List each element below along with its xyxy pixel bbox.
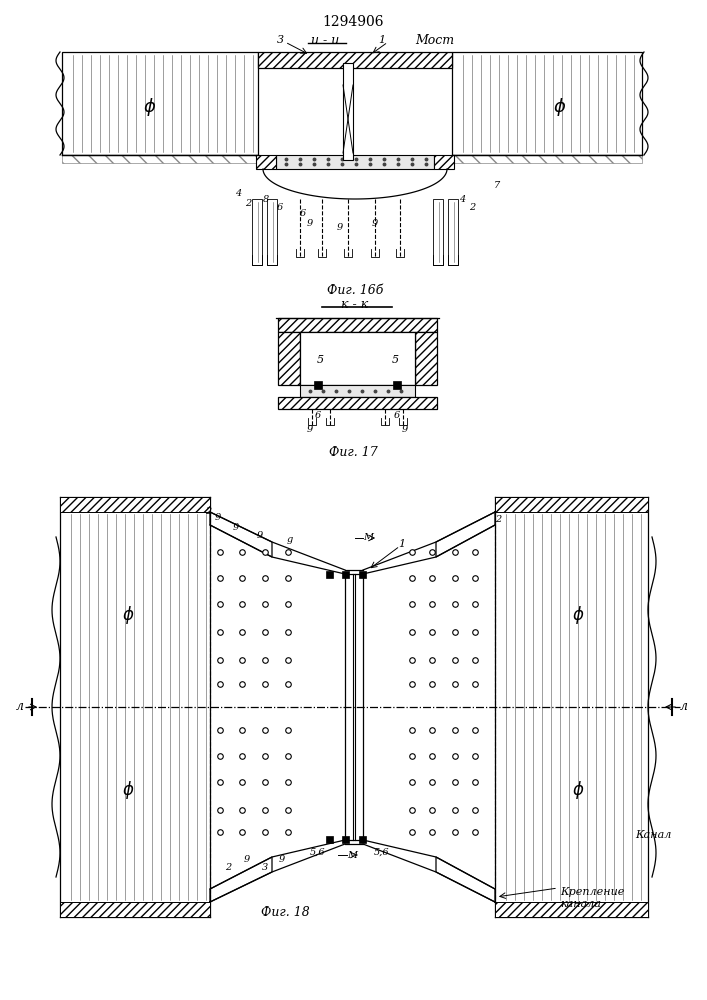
Text: 1: 1 [378,35,385,45]
Polygon shape [436,857,495,902]
Bar [326,571,333,578]
Text: 2: 2 [469,204,475,213]
Bar [278,397,437,409]
Text: 9: 9 [279,856,285,864]
Text: 4: 4 [459,196,465,205]
Text: Мост: Мост [415,33,454,46]
Text: 9: 9 [307,219,313,228]
Bar [343,63,353,160]
Polygon shape [436,512,495,557]
Text: к - к: к - к [341,298,368,310]
Bar [452,155,642,163]
Bar [495,902,648,917]
Bar [434,155,454,169]
Text: 9: 9 [257,530,263,540]
Bar [62,52,258,155]
Bar [415,332,437,385]
Polygon shape [210,512,272,557]
Text: 6: 6 [300,209,306,218]
Text: $\phi$: $\phi$ [122,779,134,801]
Text: и - и: и - и [311,33,339,46]
Bar [60,902,210,917]
Text: 5,6: 5,6 [374,848,390,856]
Bar [326,836,333,843]
Text: 9: 9 [233,522,239,532]
Text: 9: 9 [307,426,313,434]
Text: 7: 7 [494,180,500,190]
Text: 2: 2 [205,508,211,516]
Text: $\phi$: $\phi$ [122,604,134,626]
Text: 1294906: 1294906 [322,15,384,29]
Bar [452,52,642,155]
Bar [359,836,366,843]
Text: 4: 4 [235,190,241,198]
Bar [258,52,452,68]
Text: Канал: Канал [635,830,672,840]
Text: 9: 9 [402,426,408,434]
Polygon shape [210,857,272,902]
Text: $\phi$: $\phi$ [572,779,584,801]
Text: 1: 1 [399,539,406,549]
Bar [300,385,415,397]
Text: 2: 2 [225,862,231,871]
Text: Крепление
канала: Крепление канала [560,887,624,909]
Bar [495,497,648,512]
Bar [60,497,210,512]
Text: 9: 9 [215,512,221,522]
Text: Фиг. 16б: Фиг. 16б [327,284,383,296]
Text: $\phi$: $\phi$ [572,604,584,626]
Text: 6: 6 [315,410,321,420]
Text: 5,6: 5,6 [310,848,326,856]
Text: g: g [287,536,293,544]
Bar [62,155,258,163]
Text: 2: 2 [245,198,251,208]
Text: 5: 5 [392,355,399,365]
Text: л: л [16,700,24,714]
Bar [267,199,277,265]
Text: Фиг. 17: Фиг. 17 [329,446,378,460]
Text: 5: 5 [317,355,324,365]
Text: 9: 9 [372,219,378,228]
Text: 2: 2 [495,516,501,524]
Text: М: М [347,850,357,859]
Bar [342,836,349,843]
Bar [300,332,415,385]
Text: $\phi$: $\phi$ [144,96,157,118]
Bar [314,381,322,389]
Bar [342,571,349,578]
Bar [448,199,458,265]
Text: 9: 9 [244,856,250,864]
Text: 9: 9 [337,224,343,232]
Text: $\phi$: $\phi$ [554,96,566,118]
Bar [359,571,366,578]
Text: 3: 3 [276,35,284,45]
Text: 3: 3 [262,862,268,871]
Text: 6: 6 [394,410,400,420]
Bar [276,155,434,169]
Text: Фиг. 18: Фиг. 18 [261,906,310,918]
Bar [278,332,300,385]
Text: л: л [680,700,688,714]
Bar [256,155,276,169]
Bar [252,199,262,265]
Text: 8: 8 [263,196,269,205]
Text: М: М [363,534,373,542]
Bar [433,199,443,265]
Bar [278,318,437,332]
Bar [393,381,401,389]
Text: 6: 6 [277,204,283,213]
